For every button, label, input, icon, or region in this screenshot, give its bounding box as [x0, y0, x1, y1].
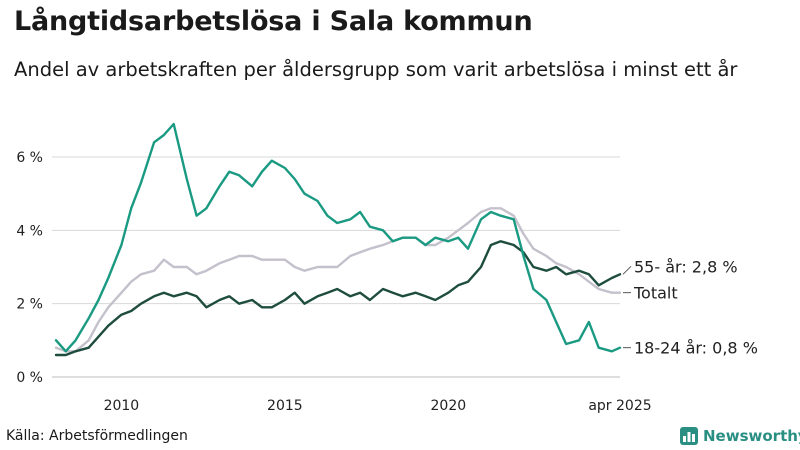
x-tick-label-0: 2010	[104, 398, 140, 414]
y-tick-label-3: 6 %	[16, 150, 43, 166]
brand-name: Newsworthy	[703, 427, 800, 445]
chart-subtitle: Andel av arbetskraften per åldersgrupp s…	[14, 58, 738, 81]
label-layer: 2010 2015 2020 apr 2025 55- år: 2,8 % Totalt 1…	[104, 257, 758, 414]
x-tick-label-1: 2015	[267, 398, 303, 414]
series-line-youth	[54, 122, 622, 353]
brand-logo: Newsworthy	[680, 427, 800, 445]
series-line-older	[54, 240, 622, 357]
end-label-total: Totalt	[633, 284, 678, 303]
x-tick-label-3: apr 2025	[588, 398, 651, 414]
end-label-youth: 18-24 år: 0,8 %	[634, 339, 758, 358]
series-line-total	[54, 207, 622, 353]
grid-layer: 0 % 2 % 4 % 6 %	[16, 150, 620, 386]
y-tick-label-2: 4 %	[16, 223, 43, 239]
newsworthy-icon	[680, 427, 698, 445]
y-tick-label-0: 0 %	[16, 370, 43, 386]
source-note: Källa: Arbetsförmedlingen	[6, 428, 188, 444]
y-tick-label-1: 2 %	[16, 297, 43, 313]
end-label-leader-older	[622, 265, 632, 275]
chart-title: Långtidsarbetslösa i Sala kommun	[14, 6, 533, 37]
series-layer	[54, 122, 622, 357]
end-label-older: 55- år: 2,8 %	[634, 257, 738, 276]
x-tick-label-2: 2020	[431, 398, 467, 414]
